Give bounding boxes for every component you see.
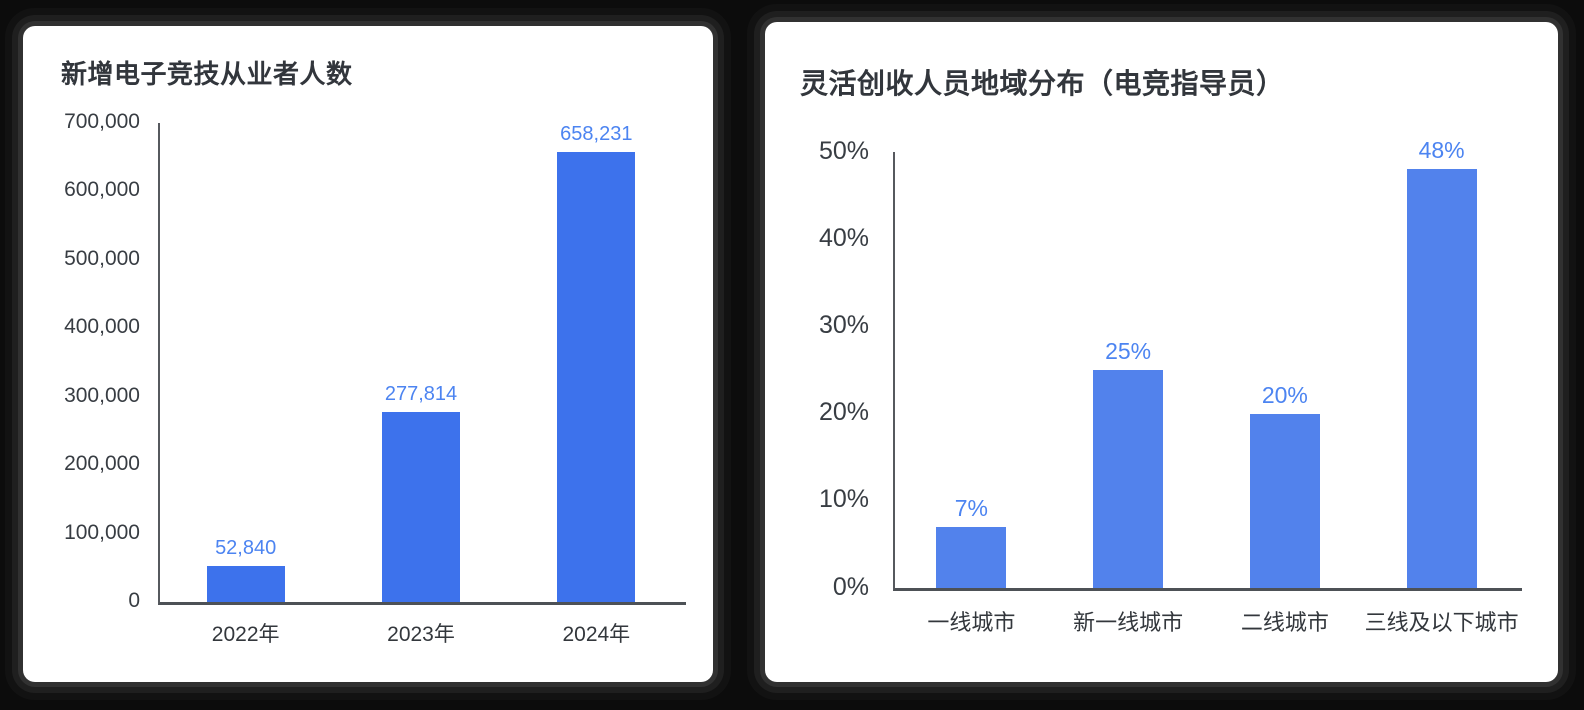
y-axis-tick-label: 20% xyxy=(818,398,869,427)
y-axis-tick-label: 0 xyxy=(128,588,140,612)
bar xyxy=(1249,413,1320,588)
bar-value-label: 52,840 xyxy=(215,536,277,559)
chart-title: 新增电子竞技从业者人数 xyxy=(61,59,353,89)
bar-value-label: 658,231 xyxy=(560,122,633,145)
chart-card-new-esports-practitioners: 新增电子竞技从业者人数 0 100,000 200,000 300,000 400,00… xyxy=(23,26,713,682)
y-axis-tick-label: 300,000 xyxy=(64,383,140,407)
bar-chart-plot: 0% 10% 20% 30% 40% 50% 7% 一线城市 25% 新一线城市 20% 二线城市 48… xyxy=(765,22,1558,682)
chart-card-regional-distribution: 灵活创收人员地域分布（电竞指导员） 0% 10% 20% 30% 40% 50% 7% 一线城… xyxy=(765,22,1558,682)
bar xyxy=(206,565,285,602)
y-axis-tick-label: 500,000 xyxy=(64,246,140,270)
bar-value-label: 48% xyxy=(1418,137,1465,164)
y-axis-tick-label: 700,000 xyxy=(64,109,140,133)
x-axis-category-label: 一线城市 xyxy=(927,610,1016,635)
x-axis-category-label: 二线城市 xyxy=(1240,610,1329,635)
y-axis-tick-label: 40% xyxy=(818,223,869,252)
y-axis-tick-label: 0% xyxy=(832,572,869,601)
bar-value-label: 7% xyxy=(954,494,988,521)
bar xyxy=(557,151,636,602)
y-axis-tick-label: 30% xyxy=(818,310,869,339)
bar-value-label: 25% xyxy=(1105,338,1152,364)
y-axis-tick-label: 100,000 xyxy=(64,520,140,544)
y-axis-tick-label: 10% xyxy=(818,485,869,514)
chart-axes xyxy=(158,123,686,605)
x-axis-category-label: 2023年 xyxy=(387,623,455,646)
x-axis-category-label: 2022年 xyxy=(211,623,280,646)
bar-value-label: 277,814 xyxy=(384,382,458,405)
y-axis-tick-label: 50% xyxy=(818,136,869,165)
chart-axes xyxy=(893,152,1522,591)
y-axis-tick-label: 200,000 xyxy=(64,452,140,476)
x-axis-category-label: 2024年 xyxy=(562,623,631,646)
bar xyxy=(1093,370,1164,588)
x-axis-category-label: 新一线城市 xyxy=(1073,610,1184,635)
bar xyxy=(936,526,1007,588)
bar xyxy=(1406,169,1477,588)
chart-title: 灵活创收人员地域分布（电竞指导员） xyxy=(800,68,1285,99)
bar-value-label: 20% xyxy=(1261,381,1308,408)
y-axis-tick-label: 400,000 xyxy=(64,315,140,339)
bar-chart-plot: 0 100,000 200,000 300,000 400,000 500,000 600,… xyxy=(23,26,713,682)
y-axis-tick-label: 600,000 xyxy=(64,178,140,202)
x-axis-category-label: 三线及以下城市 xyxy=(1364,610,1519,635)
bar xyxy=(382,411,460,602)
